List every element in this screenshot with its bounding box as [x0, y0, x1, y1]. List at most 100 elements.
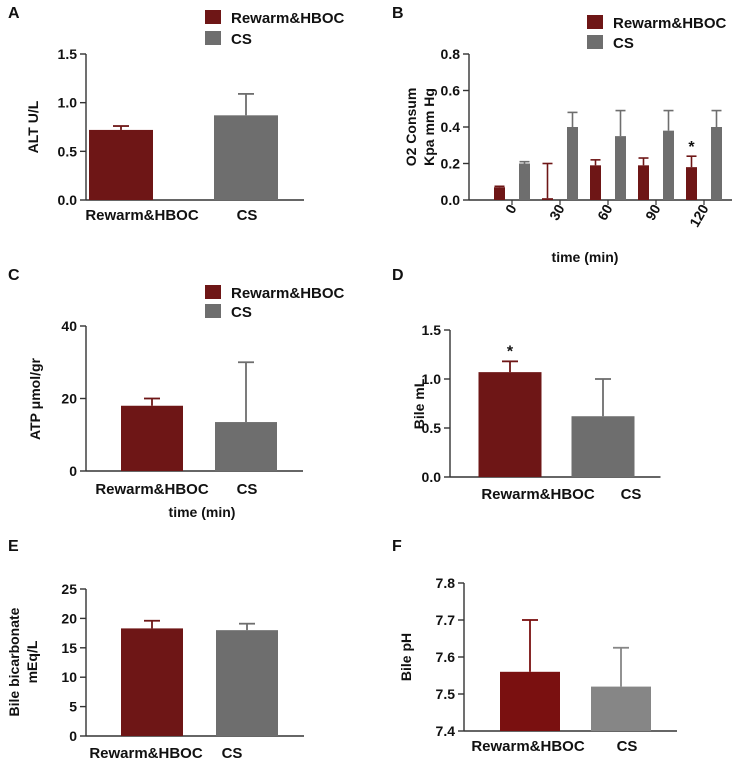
- y-tick-label: 10: [61, 669, 77, 685]
- y-tick-label: 7.7: [436, 612, 456, 628]
- significance-marker: *: [507, 343, 514, 360]
- bar-rewarm-t90: [638, 165, 649, 200]
- legend-swatch-rewarm: [587, 15, 603, 29]
- chart-panel-B: 0.0 0.2 0.4 0.6 0.8 B O2 Consum Kpa mm Hg 0 30 60 9…: [392, 5, 732, 265]
- y-axis-label-line: Kpa mm Hg: [421, 88, 437, 166]
- legend-swatch-rewarm: [205, 285, 221, 299]
- bar-cs: [216, 630, 278, 736]
- y-axis-label-line: mEq/L: [24, 640, 40, 683]
- y-tick-label: 0.8: [441, 46, 461, 62]
- legend-label-cs: CS: [231, 304, 252, 321]
- category-label: Rewarm&HBOC: [85, 207, 199, 224]
- panel-letter-B: B: [392, 5, 404, 22]
- bar-rewarm-t120: [686, 167, 697, 200]
- y-axis-label-B: O2 Consum Kpa mm Hg: [403, 88, 437, 167]
- bar-cs-t0: [519, 163, 530, 200]
- bar-rewarm: [89, 129, 153, 200]
- x-axis-label-B: time (min): [552, 249, 619, 265]
- y-tick-label: 0.5: [58, 143, 78, 159]
- y-tick-label: 0.0: [441, 192, 461, 208]
- category-label: 60: [594, 201, 616, 223]
- bar-cs: [214, 115, 278, 200]
- bar-rewarm-t60: [590, 165, 601, 200]
- y-tick-label: 0.2: [441, 156, 461, 172]
- y-tick-label: 7.6: [436, 649, 456, 665]
- chart-panel-D: 0.0 0.5 1.0 1.5 D Bile mL Rewarm&HBOC * CS: [392, 267, 661, 503]
- y-tick-label: 0.0: [58, 192, 78, 208]
- bar-cs: [571, 416, 635, 477]
- chart-panel-E: 0 5 10 15 20 25 E Bile bicarbonate mEq/L Rewarm&H…: [6, 538, 304, 761]
- bar-cs-t30: [567, 127, 578, 200]
- y-axis-label-C: ATP μmol/gr: [27, 357, 43, 439]
- y-tick-label: 1.5: [58, 46, 78, 62]
- chart-panel-A: 0.0 0.5 1.0 1.5 A ALT U/L Rewarm&HBOC CS Rewarm&…: [8, 5, 345, 224]
- y-axis-label-E: Bile bicarbonate mEq/L: [6, 607, 40, 716]
- y-tick-label: 5: [69, 699, 77, 715]
- panel-letter-A: A: [8, 5, 20, 22]
- panel-letter-F: F: [392, 538, 402, 555]
- y-tick-label: 1.5: [422, 322, 442, 338]
- y-tick-label: 0: [69, 463, 77, 479]
- y-tick-label: 15: [61, 640, 77, 656]
- category-label: 120: [686, 201, 712, 229]
- y-tick-label: 1.0: [58, 95, 78, 111]
- y-tick-label: 7.8: [436, 575, 456, 591]
- y-axis-label-line: ALT U/L: [25, 100, 41, 153]
- chart-panel-F: 7.4 7.5 7.6 7.7 7.8 F Bile pH Rewarm&HBOC CS: [392, 538, 677, 755]
- legend-label-cs: CS: [613, 35, 634, 52]
- bar-cs: [215, 422, 277, 471]
- bar-rewarm: [121, 628, 183, 736]
- legend-label-rewarm: Rewarm&HBOC: [231, 10, 345, 27]
- y-tick-label: 0.6: [441, 83, 461, 99]
- category-label: CS: [617, 738, 638, 755]
- bar-cs-t90: [663, 130, 674, 200]
- bar-cs-t60: [615, 136, 626, 200]
- category-label: Rewarm&HBOC: [89, 745, 203, 761]
- y-tick-label: 7.4: [436, 723, 456, 739]
- y-tick-label: 7.5: [436, 686, 456, 702]
- bar-rewarm: [121, 405, 183, 471]
- category-label: 0: [502, 201, 520, 216]
- y-tick-label: 0.5: [422, 420, 442, 436]
- y-tick-label: 25: [61, 581, 77, 597]
- y-tick-label: 1.0: [422, 371, 442, 387]
- category-label: Rewarm&HBOC: [481, 486, 595, 503]
- category-label: 90: [642, 201, 664, 223]
- y-tick-label: 0.4: [441, 119, 461, 135]
- y-tick-label: 0: [69, 728, 77, 744]
- y-tick-label: 40: [61, 318, 77, 334]
- legend-swatch-cs: [587, 35, 603, 49]
- y-axis-label-line: Bile mL: [411, 378, 427, 429]
- panel-letter-C: C: [8, 267, 20, 284]
- bar-cs: [591, 686, 651, 731]
- y-axis-label-A: ALT U/L: [25, 100, 41, 153]
- bar-cs-t120: [711, 127, 722, 200]
- legend-swatch-cs: [205, 304, 221, 318]
- x-axis-label-C: time (min): [169, 504, 236, 520]
- panel-letter-D: D: [392, 267, 404, 284]
- legend-swatch-rewarm: [205, 10, 221, 24]
- bar-rewarm-t0: [494, 187, 505, 200]
- category-label: CS: [237, 207, 258, 224]
- category-label: CS: [222, 745, 243, 761]
- category-label: 30: [546, 201, 568, 223]
- y-axis-label-line: Bile bicarbonate: [6, 607, 22, 716]
- category-label: CS: [621, 486, 642, 503]
- y-tick-label: 20: [61, 610, 77, 626]
- legend-label-cs: CS: [231, 31, 252, 48]
- significance-marker: *: [688, 139, 695, 156]
- panel-letter-E: E: [8, 538, 19, 555]
- y-axis-label-line: O2 Consum: [403, 88, 419, 167]
- y-tick-label: 20: [61, 391, 77, 407]
- legend-label-rewarm: Rewarm&HBOC: [613, 15, 727, 32]
- y-axis-label-line: Bile pH: [398, 633, 414, 681]
- y-axis-label-F: Bile pH: [398, 633, 414, 681]
- legend-swatch-cs: [205, 31, 221, 45]
- bar-rewarm: [500, 671, 560, 731]
- category-label: CS: [237, 481, 258, 498]
- legend-label-rewarm: Rewarm&HBOC: [231, 285, 345, 302]
- y-axis-label-D: Bile mL: [411, 378, 427, 429]
- category-label: Rewarm&HBOC: [471, 738, 585, 755]
